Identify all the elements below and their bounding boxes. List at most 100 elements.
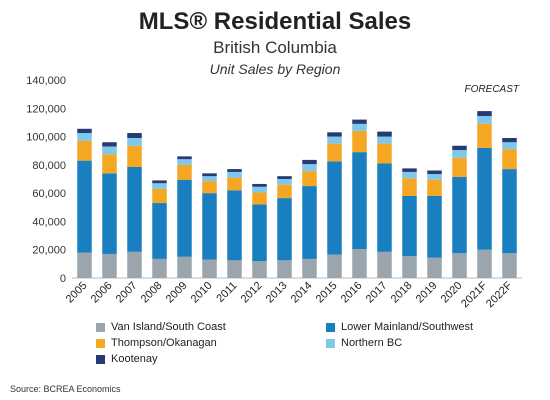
x-tick-label: 2015 — [314, 280, 340, 306]
bar-northern-bc-2021f — [477, 116, 492, 124]
x-tick-label: 2021F — [459, 279, 490, 310]
legend-label: Northern BC — [341, 337, 403, 349]
legend-swatch — [326, 322, 335, 332]
bar-northern-bc-2013 — [277, 179, 292, 185]
bar-van-island-south-coast-2018 — [402, 256, 417, 278]
bar-northern-bc-2016 — [352, 123, 367, 131]
chart-title: MLS® Residential Sales — [138, 8, 412, 35]
bar-thompson-okanagan-2020 — [452, 157, 467, 177]
x-tick-label: 2007 — [114, 280, 140, 306]
bar-van-island-south-coast-2020 — [452, 253, 467, 278]
bar-thompson-okanagan-2017 — [377, 143, 392, 164]
y-tick-label: 100,000 — [26, 132, 66, 144]
bar-thompson-okanagan-2016 — [352, 130, 367, 153]
x-tick-label: 2016 — [339, 280, 365, 306]
bar-kootenay-2011 — [227, 169, 242, 172]
bar-kootenay-2016 — [352, 119, 367, 124]
bar-lower-mainland-southwest-2005 — [77, 160, 92, 253]
bar-kootenay-2018 — [402, 168, 417, 172]
bar-van-island-south-coast-2012 — [252, 261, 267, 278]
bar-northern-bc-2019 — [427, 174, 442, 180]
bar-northern-bc-2008 — [152, 183, 167, 189]
x-tick-label: 2009 — [164, 280, 190, 306]
bar-van-island-south-coast-2010 — [202, 259, 217, 278]
legend-swatch — [96, 354, 105, 364]
bar-northern-bc-2022f — [502, 142, 517, 150]
y-tick-label: 40,000 — [32, 216, 66, 228]
bar-northern-bc-2006 — [102, 146, 117, 155]
bar-northern-bc-2009 — [177, 159, 192, 165]
bar-lower-mainland-southwest-2020 — [452, 176, 467, 254]
x-tick-label: 2018 — [389, 280, 415, 306]
bar-northern-bc-2007 — [127, 137, 142, 146]
y-tick-label: 0 — [60, 273, 66, 285]
bar-northern-bc-2017 — [377, 136, 392, 144]
chart-subtitle: British Columbia — [213, 38, 337, 57]
x-tick-label: 2005 — [64, 280, 90, 306]
bar-kootenay-2010 — [202, 173, 217, 177]
bar-kootenay-2014 — [302, 159, 317, 165]
legend-label: Van Island/South Coast — [111, 321, 226, 333]
x-tick-label: 2012 — [239, 280, 265, 306]
bar-thompson-okanagan-2008 — [152, 188, 167, 204]
legend-label: Thompson/Okanagan — [111, 337, 217, 349]
x-tick-label: 2022F — [484, 279, 515, 310]
bar-van-island-south-coast-2022f — [502, 253, 517, 278]
x-tick-label: 2010 — [189, 280, 215, 306]
bar-lower-mainland-southwest-2012 — [252, 204, 267, 262]
bar-kootenay-2005 — [77, 128, 92, 134]
bar-kootenay-2021f — [477, 111, 492, 117]
legend-label: Lower Mainland/Southwest — [341, 321, 474, 333]
bar-lower-mainland-southwest-2017 — [377, 163, 392, 252]
bar-thompson-okanagan-2009 — [177, 164, 192, 180]
legend-swatch — [96, 338, 105, 348]
y-tick-label: 140,000 — [26, 75, 66, 87]
bar-lower-mainland-southwest-2019 — [427, 195, 442, 258]
bar-thompson-okanagan-2014 — [302, 171, 317, 187]
bar-van-island-south-coast-2013 — [277, 260, 292, 278]
bar-lower-mainland-southwest-2009 — [177, 179, 192, 257]
legend-label: Kootenay — [111, 353, 158, 365]
legend-swatch — [96, 322, 105, 332]
bar-kootenay-2012 — [252, 183, 267, 187]
bar-kootenay-2019 — [427, 170, 442, 175]
source-note: Source: BCREA Economics — [10, 384, 121, 394]
forecast-annotation: FORECAST — [465, 84, 520, 95]
bar-van-island-south-coast-2007 — [127, 251, 142, 278]
bar-northern-bc-2012 — [252, 186, 267, 193]
bar-van-island-south-coast-2017 — [377, 251, 392, 278]
bar-thompson-okanagan-2015 — [327, 143, 342, 162]
bar-van-island-south-coast-2006 — [102, 253, 117, 278]
bar-van-island-south-coast-2019 — [427, 257, 442, 278]
bar-northern-bc-2011 — [227, 171, 242, 178]
bar-kootenay-2006 — [102, 142, 117, 147]
bar-kootenay-2022f — [502, 137, 517, 143]
bar-kootenay-2013 — [277, 176, 292, 179]
bar-kootenay-2017 — [377, 131, 392, 137]
bar-kootenay-2007 — [127, 133, 142, 138]
chart-subtitle-unit: Unit Sales by Region — [209, 61, 341, 77]
bar-lower-mainland-southwest-2015 — [327, 161, 342, 255]
bar-northern-bc-2014 — [302, 164, 317, 172]
bar-northern-bc-2005 — [77, 133, 92, 141]
bar-van-island-south-coast-2021f — [477, 249, 492, 278]
bar-kootenay-2008 — [152, 180, 167, 184]
x-tick-label: 2017 — [364, 280, 390, 306]
bar-thompson-okanagan-2022f — [502, 149, 517, 170]
bar-northern-bc-2018 — [402, 171, 417, 179]
bar-kootenay-2009 — [177, 156, 192, 160]
bar-lower-mainland-southwest-2013 — [277, 198, 292, 261]
x-tick-label: 2008 — [139, 280, 165, 306]
bar-lower-mainland-southwest-2022f — [502, 169, 517, 254]
bar-thompson-okanagan-2007 — [127, 145, 142, 167]
bar-lower-mainland-southwest-2021f — [477, 147, 492, 250]
bar-van-island-south-coast-2009 — [177, 256, 192, 278]
bar-van-island-south-coast-2005 — [77, 252, 92, 278]
bar-lower-mainland-southwest-2014 — [302, 186, 317, 259]
bar-thompson-okanagan-2011 — [227, 177, 242, 191]
legend-item: Van Island/South Coast — [96, 321, 226, 333]
legend-item: Thompson/Okanagan — [96, 337, 217, 349]
x-tick-label: 2006 — [89, 280, 115, 306]
bar-thompson-okanagan-2006 — [102, 154, 117, 174]
